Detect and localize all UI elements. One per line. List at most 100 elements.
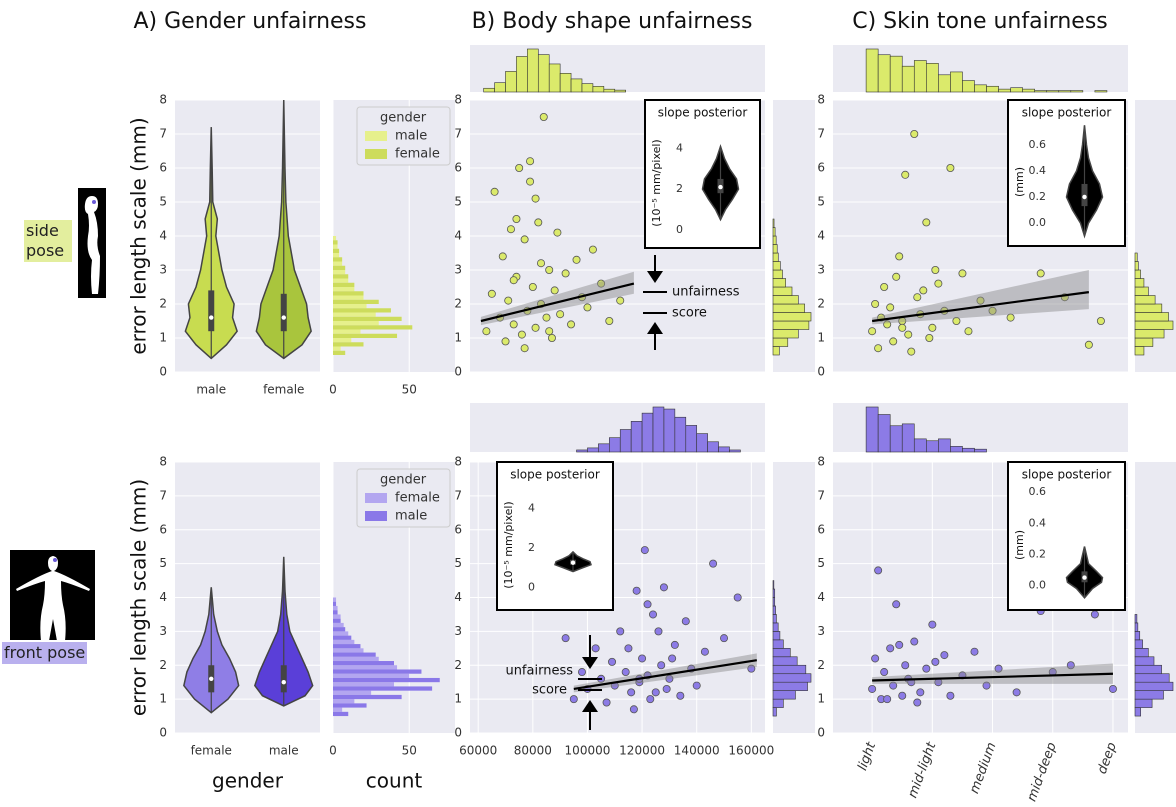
histogram-bar bbox=[333, 299, 379, 304]
marginal-bar bbox=[1134, 312, 1169, 322]
scatter-point bbox=[643, 600, 652, 609]
scatter-point bbox=[982, 681, 991, 690]
x-tick-label: mid-deep bbox=[1025, 740, 1060, 803]
scatter-point bbox=[498, 252, 507, 261]
marginal-bar bbox=[926, 63, 939, 93]
histogram-bar bbox=[333, 699, 355, 704]
histogram-bar bbox=[333, 270, 346, 275]
marginal-bar bbox=[516, 56, 528, 93]
marginal-bar bbox=[772, 707, 777, 717]
marginal-bar bbox=[877, 414, 891, 453]
marginal-bar bbox=[663, 408, 676, 453]
marginal-bar bbox=[772, 605, 776, 615]
inset-box bbox=[1007, 461, 1126, 611]
marginal-bar bbox=[576, 449, 588, 453]
scatter-point bbox=[922, 664, 931, 673]
y-tick-label: 7 bbox=[817, 488, 825, 502]
scatter-point bbox=[1036, 269, 1045, 278]
y-tick-label: 5 bbox=[817, 556, 825, 570]
scatter-point bbox=[946, 163, 955, 172]
inset-y-tick-label: 0.4 bbox=[1029, 164, 1047, 177]
marginal-bar bbox=[772, 656, 798, 666]
marginal-bar bbox=[901, 423, 915, 453]
marginal-bar bbox=[772, 639, 784, 649]
scatter-point bbox=[545, 327, 554, 336]
histogram-bar bbox=[333, 618, 341, 623]
x-tick-label: 50 bbox=[402, 744, 417, 758]
marginal-bar bbox=[614, 89, 626, 93]
regression-line bbox=[480, 282, 635, 323]
histogram-bar bbox=[333, 346, 341, 351]
scatter-point bbox=[649, 610, 658, 619]
legend-swatch bbox=[365, 511, 387, 521]
marginal-bar bbox=[1134, 337, 1154, 347]
scatter-point bbox=[515, 163, 524, 172]
y-tick-label: 0 bbox=[817, 726, 825, 740]
y-tick-label: 8 bbox=[817, 93, 825, 107]
marginal-bar bbox=[1134, 681, 1174, 691]
histogram-bar bbox=[333, 261, 343, 266]
y-tick-label: 2 bbox=[454, 658, 462, 672]
inset-y-label: (mm) bbox=[1013, 167, 1026, 197]
scatter-point bbox=[1096, 316, 1105, 325]
marginal-bar bbox=[772, 295, 799, 305]
marginal-bar bbox=[718, 446, 730, 453]
scatter-point bbox=[569, 695, 578, 704]
histogram-bar bbox=[333, 677, 440, 683]
scatter-point bbox=[901, 661, 910, 670]
scatter-point bbox=[886, 644, 895, 653]
histogram-bar bbox=[333, 656, 379, 662]
scatter-point bbox=[747, 664, 756, 673]
inset-y-tick-label: 0.0 bbox=[1029, 578, 1047, 591]
y-tick-label: 8 bbox=[454, 93, 462, 107]
inset-y-tick-label: 0.6 bbox=[1029, 485, 1047, 498]
y-tick-label: 1 bbox=[159, 692, 167, 706]
marginal-bar bbox=[772, 346, 780, 356]
marginal-bar bbox=[603, 88, 616, 93]
legend-title: gender bbox=[380, 473, 427, 488]
scatter-point bbox=[892, 600, 901, 609]
marginal-bar bbox=[772, 303, 805, 313]
marginal-bar bbox=[772, 261, 781, 271]
scatter-point bbox=[676, 691, 685, 700]
marginal-bar bbox=[494, 82, 506, 93]
scatter-point bbox=[657, 661, 666, 670]
marginal-bar bbox=[889, 425, 903, 453]
marginal-bar bbox=[1134, 346, 1145, 356]
panel-title: B) Body shape unfairness bbox=[472, 9, 753, 34]
scatter-point bbox=[874, 344, 883, 353]
marginal-bar bbox=[889, 55, 903, 93]
annotation-arrowhead bbox=[582, 700, 598, 712]
scatter-point bbox=[605, 316, 614, 325]
marginal-bar bbox=[1134, 278, 1145, 288]
histogram-bar bbox=[333, 631, 349, 636]
scatter-point bbox=[588, 245, 597, 254]
scatter-point bbox=[919, 286, 928, 295]
scatter-point bbox=[501, 337, 510, 346]
x-tick-label: 120000 bbox=[619, 744, 665, 758]
scatter-point bbox=[898, 691, 907, 700]
scatter-point bbox=[1090, 610, 1099, 619]
scatter-point bbox=[553, 228, 562, 237]
annotation-arrowhead bbox=[582, 657, 598, 669]
scatter-point bbox=[542, 313, 551, 322]
annotation-text: score bbox=[532, 683, 567, 698]
marginal-bar bbox=[950, 71, 963, 93]
marginal-bar bbox=[1134, 690, 1164, 700]
histogram-bar bbox=[333, 312, 376, 317]
scatter-point bbox=[662, 684, 671, 693]
scatter-point bbox=[874, 566, 883, 575]
histogram-bar bbox=[333, 648, 364, 653]
side-silhouette bbox=[78, 188, 106, 298]
marginal-bar bbox=[592, 86, 605, 93]
scatter-point bbox=[591, 644, 600, 653]
marginal-bar bbox=[772, 580, 775, 590]
scatter-point bbox=[531, 194, 540, 203]
marginal-bar bbox=[772, 337, 789, 347]
scatter-point bbox=[638, 654, 647, 663]
scatter-point bbox=[970, 647, 979, 656]
marginal-bar bbox=[483, 87, 495, 93]
marginal-bar bbox=[772, 269, 783, 279]
scatter-point bbox=[913, 698, 922, 707]
scatter-point bbox=[602, 698, 611, 707]
